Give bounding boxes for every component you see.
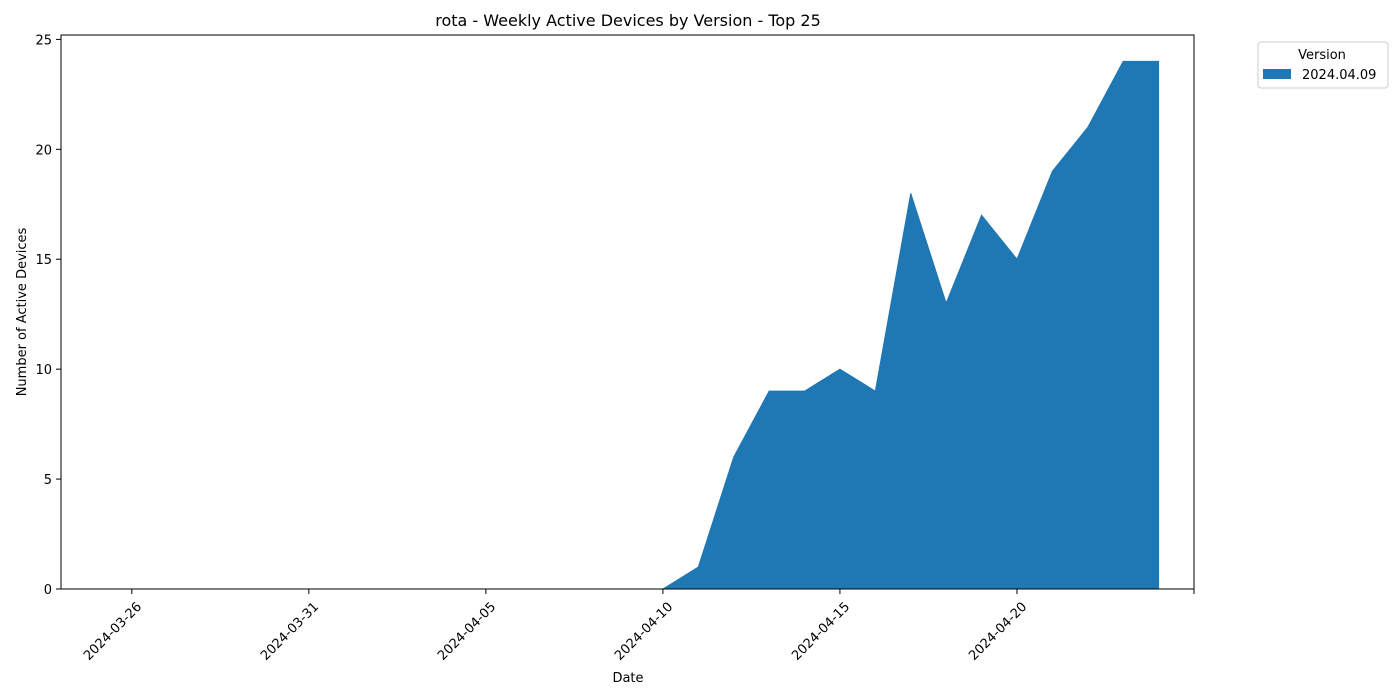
area-series-0 <box>131 60 1160 590</box>
legend-swatch <box>1263 69 1291 79</box>
x-axis: 2024-03-26 2024-03-31 2024-04-05 2024-04-10… <box>81 589 1195 664</box>
y-tick-label: 25 <box>35 33 52 48</box>
y-axis-label: Number of Active Devices <box>15 227 30 396</box>
x-tick-label: 2024-04-20 <box>966 600 1030 664</box>
y-tick-label: 5 <box>44 473 52 488</box>
legend-title: Version <box>1298 48 1346 63</box>
area-layer <box>131 60 1160 590</box>
x-tick-label: 2024-04-05 <box>435 600 499 664</box>
legend: Version 2024.04.09 <box>1257 41 1389 89</box>
plot-frame <box>60 34 1195 590</box>
x-tick-label: 2024-04-10 <box>612 600 676 664</box>
y-axis: 0 5 10 15 20 25 <box>35 33 61 598</box>
x-tick-label: 2024-03-31 <box>258 600 322 664</box>
y-tick-label: 15 <box>35 253 52 268</box>
y-tick-label: 10 <box>35 363 52 378</box>
x-axis-label: Date <box>612 671 643 686</box>
y-tick-label: 0 <box>44 583 52 598</box>
x-tick-label: 2024-04-15 <box>789 600 853 664</box>
chart-title: rota - Weekly Active Devices by Version … <box>435 11 821 30</box>
y-tick-label: 20 <box>35 143 52 158</box>
x-tick-label: 2024-03-26 <box>81 600 145 664</box>
legend-entry-label: 2024.04.09 <box>1302 68 1376 83</box>
